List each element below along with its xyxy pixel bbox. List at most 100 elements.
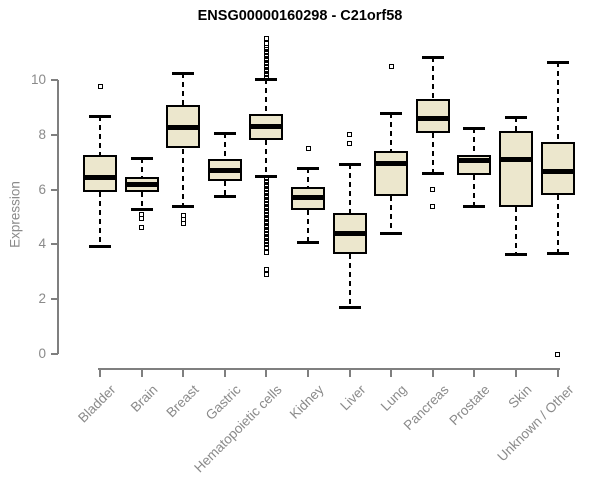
boxplot-hematopoietic-cells-outlier-point xyxy=(263,214,269,220)
boxplot-brain-lower-staple xyxy=(130,207,153,211)
boxplot-breast-outlier-point xyxy=(180,221,186,227)
x-axis-tick xyxy=(182,370,185,377)
boxplot-kidney-outlier-point xyxy=(305,146,311,151)
x-axis-tick xyxy=(348,370,351,377)
boxplot-hematopoietic-cells-lower-whisker xyxy=(265,140,268,176)
boxplot-lung-median xyxy=(374,161,409,167)
boxplot-brain-outlier-point xyxy=(139,225,145,231)
boxplot-bladder-upper-whisker xyxy=(99,115,101,156)
boxplot-hematopoietic-cells-outlier-point xyxy=(263,206,269,212)
y-axis-tick xyxy=(51,353,58,355)
boxplot-hematopoietic-cells-outlier-point xyxy=(263,184,269,190)
boxplot-unknown-other-lower-whisker xyxy=(556,195,559,253)
boxplot-unknown-other-lower-staple xyxy=(546,251,569,255)
y-axis-tick xyxy=(51,133,58,136)
boxplot-hematopoietic-cells-outlier-point xyxy=(263,66,269,72)
y-tick-label: 8 xyxy=(38,126,46,142)
y-axis-tick xyxy=(51,298,58,301)
boxplot-skin-lower-whisker xyxy=(515,207,517,254)
boxplot-prostate-lower-staple xyxy=(463,205,486,209)
boxplot-unknown-other-upper-staple xyxy=(546,61,569,65)
boxplot-hematopoietic-cells-outlier-point xyxy=(263,203,269,209)
boxplot-prostate-lower-whisker xyxy=(473,174,476,207)
boxplot-gastric-median xyxy=(207,167,242,173)
boxplot-kidney-upper-whisker xyxy=(307,167,309,187)
y-tick-label: 2 xyxy=(38,291,46,307)
boxplot-pancreas-median xyxy=(415,115,450,121)
boxplot-breast-median xyxy=(166,125,201,131)
boxplot-hematopoietic-cells-outlier-point xyxy=(263,58,269,64)
boxplot-hematopoietic-cells-outlier-point xyxy=(263,52,269,58)
boxplot-liver-median xyxy=(332,230,367,236)
boxplot-hematopoietic-cells-outlier-point xyxy=(263,72,269,78)
boxplot-unknown-other-upper-whisker xyxy=(556,62,559,142)
boxplot-hematopoietic-cells-outlier-point xyxy=(263,198,269,204)
y-axis-tick xyxy=(51,188,58,191)
boxplot-brain-upper-whisker xyxy=(140,158,143,178)
boxplot-bladder-box xyxy=(83,155,117,193)
x-axis-tick xyxy=(99,370,101,377)
boxplot-hematopoietic-cells-outlier-point xyxy=(263,74,269,80)
boxplot-hematopoietic-cells-outlier-point xyxy=(263,181,269,187)
boxplot-hematopoietic-cells-outlier-point xyxy=(263,217,269,223)
boxplot-bladder-lower-whisker xyxy=(99,192,101,246)
boxplot-hematopoietic-cells-outlier-point xyxy=(263,241,269,247)
boxplot-hematopoietic-cells-outlier-point xyxy=(263,200,269,206)
boxplot-pancreas-outlier-point xyxy=(430,203,436,209)
boxplot-hematopoietic-cells-outlier-point xyxy=(263,176,269,182)
boxplot-prostate-upper-whisker xyxy=(473,127,476,156)
boxplot-prostate-upper-staple xyxy=(463,126,486,130)
boxplot-skin-box xyxy=(499,130,533,208)
x-axis-tick xyxy=(140,370,143,377)
boxplot-hematopoietic-cells-outlier-point xyxy=(263,50,269,56)
boxplot-gastric-lower-whisker xyxy=(223,181,226,197)
x-axis-tick xyxy=(556,370,559,377)
boxplot-hematopoietic-cells-median xyxy=(249,124,284,130)
x-axis-tick xyxy=(307,370,309,377)
x-axis-tick xyxy=(431,370,434,377)
boxplot-hematopoietic-cells-outlier-point xyxy=(263,195,269,201)
boxplot-liver-upper-whisker xyxy=(348,163,351,213)
boxplot-kidney-upper-staple xyxy=(297,166,319,170)
boxplot-bladder-median xyxy=(83,174,117,180)
boxplot-bladder-outlier-point xyxy=(97,84,103,90)
boxplot-lung-box xyxy=(374,151,409,197)
boxplot-hematopoietic-cells-outlier-point xyxy=(263,228,269,234)
x-axis-tick xyxy=(265,370,268,377)
boxplot-skin-upper-whisker xyxy=(515,116,517,131)
boxplot-brain-lower-whisker xyxy=(140,192,143,209)
boxplot-hematopoietic-cells-outlier-point xyxy=(263,211,269,217)
boxplot-hematopoietic-cells-outlier-point xyxy=(263,272,269,278)
boxplot-hematopoietic-cells-outlier-point xyxy=(263,266,269,272)
boxplot-pancreas-lower-staple xyxy=(421,172,444,176)
boxplot-breast-lower-whisker xyxy=(182,148,185,207)
boxplot-lung-upper-whisker xyxy=(390,112,393,152)
boxplot-liver-lower-whisker xyxy=(348,253,351,308)
boxplot-hematopoietic-cells-outlier-point xyxy=(263,189,269,195)
x-axis-line xyxy=(98,368,560,370)
boxplot-hematopoietic-cells-outlier-point xyxy=(263,63,269,69)
boxplot-hematopoietic-cells-outlier-point xyxy=(263,222,269,228)
boxplot-hematopoietic-cells-outlier-point xyxy=(263,192,269,198)
boxplot-hematopoietic-cells-outlier-point xyxy=(263,225,269,231)
y-tick-label: 0 xyxy=(38,346,46,361)
boxplot-hematopoietic-cells-outlier-point xyxy=(263,236,269,242)
boxplot-hematopoietic-cells-outlier-point xyxy=(263,178,269,184)
boxplot-hematopoietic-cells-outlier-point xyxy=(263,230,269,236)
boxplot-hematopoietic-cells-outlier-point xyxy=(263,233,269,239)
boxplot-brain-outlier-point xyxy=(139,215,145,221)
boxplot-unknown-other-median xyxy=(540,169,575,175)
boxplot-breast-upper-staple xyxy=(172,72,195,76)
boxplot-skin-median xyxy=(499,156,533,162)
boxplot-lung-outlier-point xyxy=(388,63,394,69)
boxplot-hematopoietic-cells-outlier-point xyxy=(263,250,269,256)
boxplot-pancreas-upper-whisker xyxy=(431,56,434,100)
boxplot-brain-upper-staple xyxy=(130,157,153,161)
boxplot-prostate-median xyxy=(457,158,492,164)
chart-title: ENSG00000160298 - C21orf58 xyxy=(197,8,403,24)
boxplot-hematopoietic-cells-outlier-point xyxy=(263,219,269,225)
boxplot-hematopoietic-cells-outlier-point xyxy=(263,47,269,53)
y-axis-label: Expression xyxy=(7,181,23,248)
boxplot-lung-lower-whisker xyxy=(390,196,393,234)
